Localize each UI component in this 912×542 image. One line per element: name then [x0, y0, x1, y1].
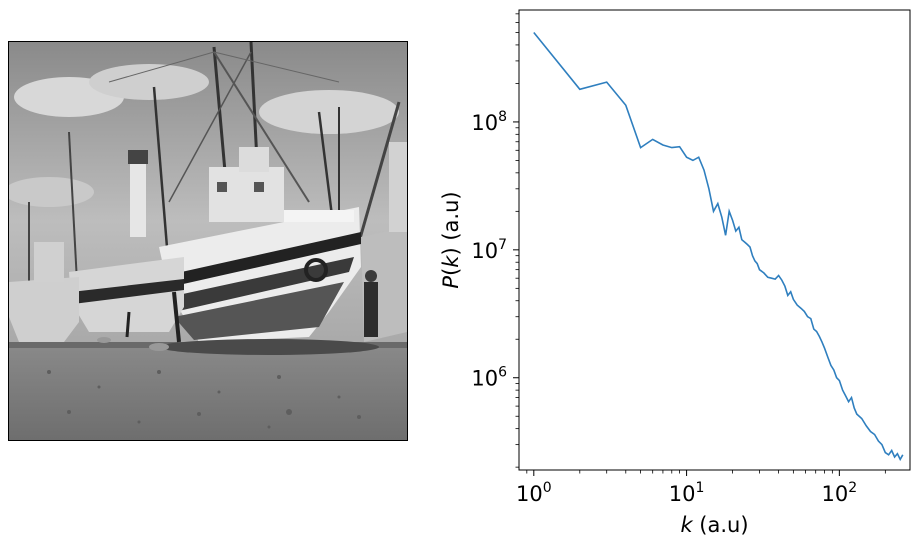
x-tick-label: 100: [516, 480, 552, 506]
y-tick-label: 106: [471, 365, 507, 391]
y-tick-label: 108: [471, 109, 507, 135]
ticks-layer: 100 101 102 106 107 108: [471, 13, 886, 506]
plot-area: [518, 9, 911, 471]
series-line: [533, 31, 904, 462]
x-tick-label: 101: [669, 480, 705, 506]
y-axis-label: P(k) (a.u): [439, 191, 463, 288]
boats-photo-panel: [8, 41, 408, 441]
y-tick-label: 107: [471, 237, 507, 263]
grayscale-boats-photo-icon: [9, 42, 407, 440]
x-tick-label: 102: [822, 480, 858, 506]
x-axis-label: k (a.u): [680, 513, 748, 537]
